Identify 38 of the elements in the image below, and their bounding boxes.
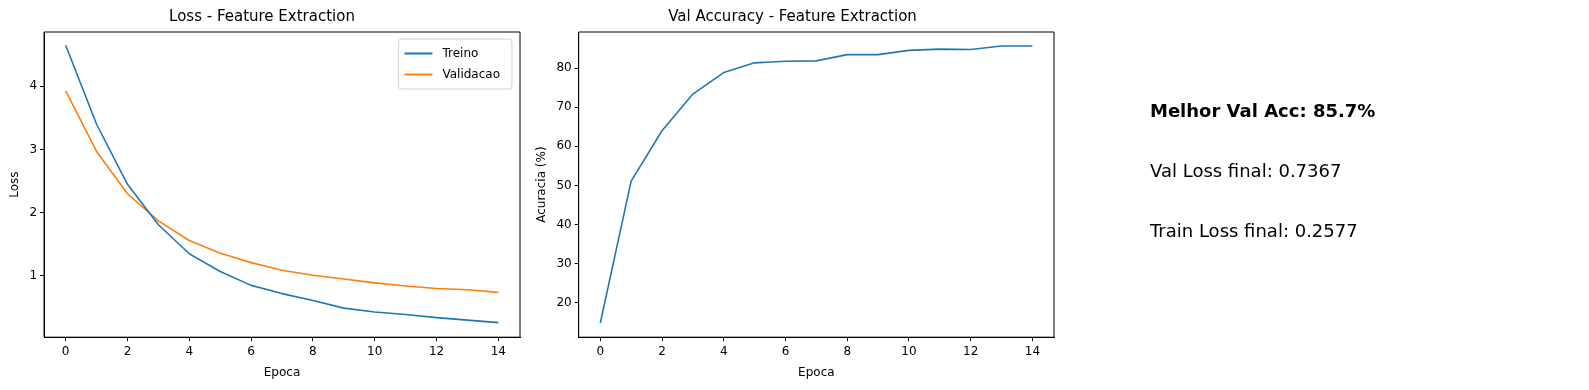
- x-tick-label: 2: [658, 343, 666, 358]
- text: Melhor Val Acc: 85.7%: [1150, 100, 1376, 123]
- chart-title: Val Accuracy - Feature Extraction: [668, 6, 917, 25]
- x-tick-label: 14: [1024, 343, 1041, 358]
- y-axis-title: Acuracia (%): [534, 146, 549, 223]
- y-tick-label: 50: [556, 177, 572, 192]
- x-tick-label: 10: [901, 343, 917, 358]
- y-tick-label: 60: [556, 138, 572, 153]
- x-tick-label: 0: [596, 343, 605, 358]
- y-tick-label: 40: [556, 216, 572, 231]
- y-tick-label: 30: [556, 255, 572, 270]
- y-tick-label: 4: [29, 78, 38, 93]
- y-tick-label: 70: [556, 99, 572, 114]
- x-tick-label: 10: [367, 343, 383, 358]
- chart-title: Loss - Feature Extraction: [169, 6, 355, 25]
- legend-label: Validacao: [442, 66, 500, 81]
- x-tick-label: 12: [428, 343, 445, 358]
- x-tick-label: 0: [61, 343, 70, 358]
- x-tick-label: 12: [963, 343, 979, 358]
- y-axis-title: Loss: [7, 171, 22, 198]
- y-tick-label: 2: [29, 204, 38, 219]
- y-tick-label: 20: [556, 294, 572, 309]
- text: Val Loss final: 0.7367: [1150, 160, 1343, 183]
- x-tick-label: 2: [123, 343, 132, 358]
- y-tick-label: 80: [556, 60, 572, 75]
- x-tick-label: 4: [185, 343, 194, 358]
- x-tick-label: 8: [309, 343, 317, 358]
- y-tick-label: 1: [29, 268, 38, 283]
- text: Train Loss final: 0.2577: [1150, 220, 1359, 243]
- x-axis-title: Epoca: [798, 364, 835, 379]
- x-tick-label: 6: [247, 343, 255, 358]
- x-tick-label: 6: [781, 343, 790, 358]
- x-tick-label: 8: [843, 343, 852, 358]
- x-tick-label: 4: [719, 343, 728, 358]
- legend-label: Treino: [441, 45, 479, 60]
- y-tick-label: 3: [29, 141, 38, 156]
- x-axis-title: Epoca: [263, 364, 301, 379]
- x-tick-label: 14: [490, 343, 507, 358]
